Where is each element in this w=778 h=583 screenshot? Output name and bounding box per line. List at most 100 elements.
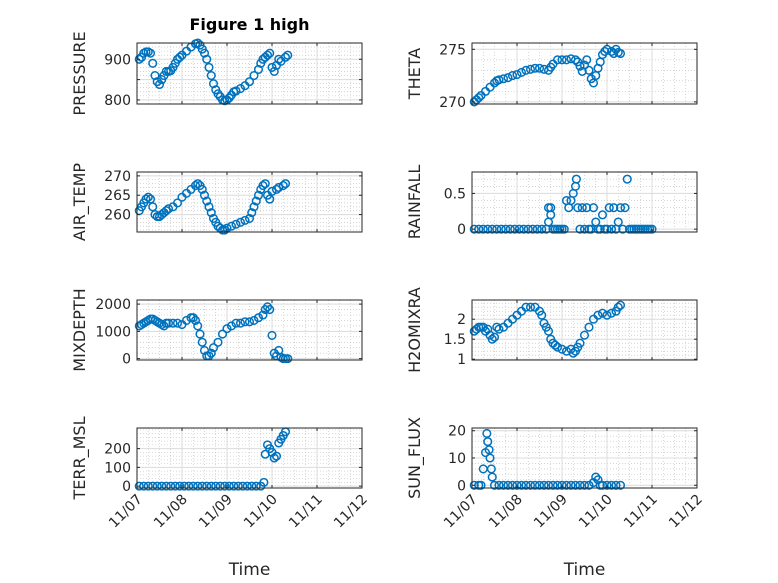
- data-point: [242, 481, 252, 491]
- data-point: [584, 322, 594, 332]
- data-point: [267, 330, 277, 341]
- data-point: [487, 334, 497, 344]
- data-point: [235, 217, 246, 227]
- data-point: [483, 437, 493, 447]
- data-point: [251, 481, 261, 491]
- data-point: [271, 184, 282, 194]
- data-point: [525, 302, 536, 312]
- subplot-pressure: 800 900 PRESSURE: [70, 31, 363, 116]
- data-point: [604, 203, 614, 213]
- data-point: [199, 190, 210, 200]
- y-tick-label: 900: [104, 52, 131, 68]
- data-point: [199, 48, 210, 58]
- data-point: [613, 217, 623, 227]
- data-point: [202, 54, 212, 64]
- data-point: [172, 198, 183, 208]
- data-point: [579, 60, 590, 70]
- data-point: [249, 70, 259, 81]
- data-point: [534, 63, 545, 73]
- y-tick-label: 2: [457, 312, 466, 328]
- data-point: [184, 481, 194, 491]
- data-point: [249, 202, 259, 212]
- data-point: [606, 480, 617, 490]
- data-point: [168, 318, 178, 328]
- data-point: [546, 210, 556, 220]
- y-tick-label: 0: [122, 352, 131, 368]
- data-point: [206, 481, 216, 491]
- data-point: [512, 70, 522, 80]
- data-point: [193, 321, 203, 331]
- data-point: [283, 50, 293, 60]
- data-point: [521, 480, 531, 490]
- y-axis-label: AIR_TEMP: [70, 163, 90, 241]
- data-point: [258, 310, 268, 320]
- data-point: [190, 180, 201, 191]
- data-point: [584, 65, 594, 75]
- x-tick-label: 11/07: [441, 492, 481, 532]
- data-point: [494, 324, 504, 334]
- x-tick-label: 11/08: [151, 492, 191, 532]
- data-point: [512, 480, 522, 490]
- data-point: [543, 326, 554, 336]
- y-tick-label: 10: [448, 451, 466, 467]
- data-point: [575, 61, 585, 71]
- x-tick-label: 11/11: [286, 492, 326, 532]
- y-tick-label: 260: [104, 208, 131, 224]
- data-point: [519, 224, 529, 234]
- data-point: [561, 480, 572, 490]
- data-point: [175, 481, 185, 491]
- data-point: [163, 318, 174, 328]
- data-point: [280, 52, 291, 62]
- data-point: [525, 64, 536, 74]
- data-point: [157, 481, 167, 491]
- data-point: [231, 318, 241, 328]
- data-point: [573, 203, 583, 213]
- data-point: [548, 480, 558, 490]
- y-tick-label: 0: [122, 479, 131, 495]
- data-point: [579, 330, 590, 340]
- subplot-rainfall: 0 0.5 RAINFALL: [405, 165, 698, 239]
- data-point: [172, 318, 183, 328]
- data-point: [575, 480, 585, 490]
- data-point: [537, 224, 547, 234]
- data-point: [247, 481, 257, 491]
- data-point: [537, 310, 547, 320]
- data-point: [609, 203, 619, 213]
- data-point: [179, 481, 189, 491]
- axes-box: [471, 299, 698, 361]
- data-point: [602, 224, 612, 234]
- data-point: [274, 182, 284, 193]
- y-tick-label: 265: [104, 188, 131, 204]
- data-point: [226, 221, 237, 231]
- data-point: [208, 79, 219, 89]
- data-point: [534, 480, 545, 490]
- data-point: [161, 206, 171, 216]
- axes-box: [136, 42, 363, 105]
- y-tick-label: 0.5: [444, 186, 466, 202]
- data-point: [579, 480, 590, 490]
- y-axis-label: SUN_FLUX: [405, 417, 425, 499]
- data-point: [143, 192, 153, 202]
- x-tick-label: 11/09: [196, 492, 236, 532]
- data-point: [483, 224, 493, 234]
- data-point: [206, 70, 216, 81]
- data-point: [530, 63, 540, 73]
- data-point: [262, 50, 273, 60]
- data-point: [240, 215, 250, 225]
- data-point: [265, 48, 275, 58]
- data-point: [489, 480, 500, 490]
- data-point: [206, 348, 216, 358]
- data-point: [217, 329, 228, 339]
- data-point: [494, 75, 504, 85]
- data-point: [280, 179, 291, 189]
- data-point: [150, 70, 160, 81]
- data-point: [532, 224, 542, 234]
- data-point: [577, 203, 587, 213]
- data-point: [498, 74, 509, 84]
- data-point: [231, 219, 241, 229]
- data-point: [163, 204, 174, 214]
- data-point: [267, 186, 277, 196]
- data-point: [154, 79, 165, 90]
- data-point: [647, 224, 657, 234]
